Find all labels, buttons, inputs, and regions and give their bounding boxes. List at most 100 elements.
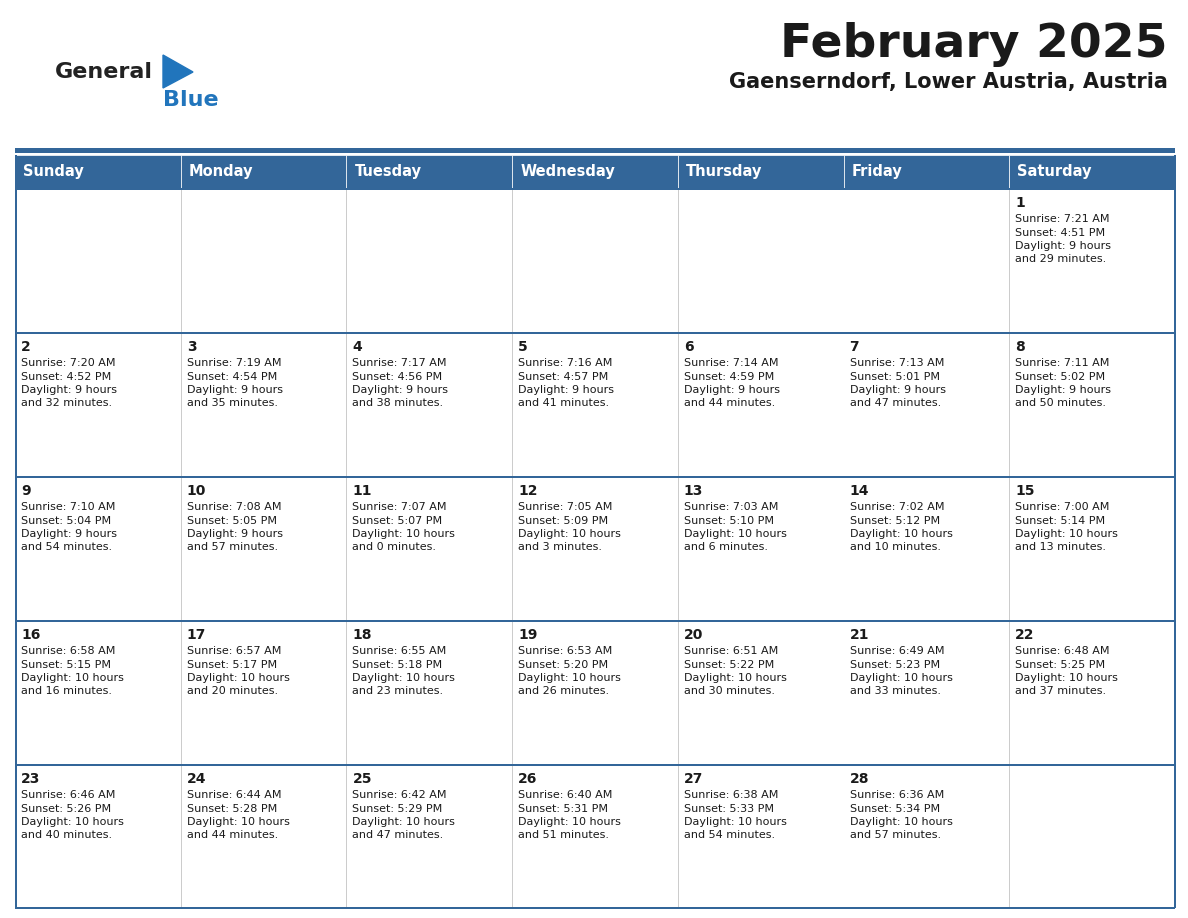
Text: and 51 minutes.: and 51 minutes. — [518, 831, 609, 841]
Text: Sunset: 4:59 PM: Sunset: 4:59 PM — [684, 372, 775, 382]
Text: and 35 minutes.: and 35 minutes. — [187, 398, 278, 409]
Bar — [678, 620, 843, 764]
Text: Sunrise: 7:11 AM: Sunrise: 7:11 AM — [1016, 358, 1110, 368]
Text: and 6 minutes.: and 6 minutes. — [684, 543, 767, 553]
Text: Daylight: 9 hours: Daylight: 9 hours — [187, 529, 283, 539]
Bar — [843, 155, 1010, 188]
Bar — [181, 620, 347, 764]
Text: 19: 19 — [518, 628, 537, 642]
Text: Sunset: 4:51 PM: Sunset: 4:51 PM — [1016, 228, 1105, 238]
Text: Monday: Monday — [189, 164, 253, 179]
Text: Friday: Friday — [852, 164, 903, 179]
Text: Sunrise: 7:16 AM: Sunrise: 7:16 AM — [518, 358, 613, 368]
Text: and 20 minutes.: and 20 minutes. — [187, 687, 278, 697]
Text: Sunset: 5:14 PM: Sunset: 5:14 PM — [1016, 516, 1105, 525]
Bar — [1174, 155, 1175, 908]
Text: Sunset: 5:15 PM: Sunset: 5:15 PM — [21, 659, 110, 669]
Text: and 40 minutes.: and 40 minutes. — [21, 831, 112, 841]
Text: Sunset: 5:09 PM: Sunset: 5:09 PM — [518, 516, 608, 525]
Text: Daylight: 10 hours: Daylight: 10 hours — [849, 529, 953, 539]
Text: Sunrise: 6:53 AM: Sunrise: 6:53 AM — [518, 646, 612, 656]
Text: Daylight: 10 hours: Daylight: 10 hours — [21, 673, 124, 683]
Bar — [1010, 764, 1175, 908]
Text: Sunrise: 7:05 AM: Sunrise: 7:05 AM — [518, 502, 613, 512]
Text: Daylight: 9 hours: Daylight: 9 hours — [684, 385, 779, 395]
Text: 18: 18 — [353, 628, 372, 642]
Text: Daylight: 10 hours: Daylight: 10 hours — [187, 817, 290, 827]
Text: Sunset: 5:33 PM: Sunset: 5:33 PM — [684, 803, 773, 813]
Text: Sunset: 4:57 PM: Sunset: 4:57 PM — [518, 372, 608, 382]
Text: 10: 10 — [187, 484, 206, 498]
Bar — [15, 155, 17, 908]
Text: Sunset: 5:26 PM: Sunset: 5:26 PM — [21, 803, 112, 813]
Text: Daylight: 9 hours: Daylight: 9 hours — [849, 385, 946, 395]
Text: Daylight: 10 hours: Daylight: 10 hours — [849, 673, 953, 683]
Bar — [512, 476, 678, 620]
Text: Daylight: 10 hours: Daylight: 10 hours — [1016, 529, 1118, 539]
Text: and 54 minutes.: and 54 minutes. — [684, 831, 775, 841]
Text: 8: 8 — [1016, 340, 1025, 354]
Bar — [15, 332, 181, 476]
Bar — [15, 332, 1175, 333]
Text: and 16 minutes.: and 16 minutes. — [21, 687, 112, 697]
Text: Sunrise: 6:55 AM: Sunrise: 6:55 AM — [353, 646, 447, 656]
Bar — [843, 764, 1010, 908]
Text: Sunrise: 7:14 AM: Sunrise: 7:14 AM — [684, 358, 778, 368]
Text: February 2025: February 2025 — [781, 22, 1168, 67]
Text: 25: 25 — [353, 772, 372, 786]
Text: 15: 15 — [1016, 484, 1035, 498]
Text: Daylight: 9 hours: Daylight: 9 hours — [21, 529, 116, 539]
Text: Sunrise: 7:21 AM: Sunrise: 7:21 AM — [1016, 214, 1110, 224]
Text: and 41 minutes.: and 41 minutes. — [518, 398, 609, 409]
Text: Sunrise: 7:10 AM: Sunrise: 7:10 AM — [21, 502, 115, 512]
Text: 12: 12 — [518, 484, 538, 498]
Text: Sunset: 5:29 PM: Sunset: 5:29 PM — [353, 803, 443, 813]
Text: Daylight: 10 hours: Daylight: 10 hours — [1016, 673, 1118, 683]
Text: Sunset: 5:17 PM: Sunset: 5:17 PM — [187, 659, 277, 669]
Text: and 0 minutes.: and 0 minutes. — [353, 543, 436, 553]
Text: 17: 17 — [187, 628, 206, 642]
Bar — [15, 148, 1175, 153]
Text: Sunrise: 7:17 AM: Sunrise: 7:17 AM — [353, 358, 447, 368]
Text: and 44 minutes.: and 44 minutes. — [187, 831, 278, 841]
Text: 28: 28 — [849, 772, 870, 786]
Bar — [512, 332, 678, 476]
Text: Sunrise: 6:44 AM: Sunrise: 6:44 AM — [187, 790, 282, 800]
Text: Daylight: 10 hours: Daylight: 10 hours — [187, 673, 290, 683]
Text: Sunrise: 6:48 AM: Sunrise: 6:48 AM — [1016, 646, 1110, 656]
Text: Wednesday: Wednesday — [520, 164, 615, 179]
Bar — [678, 764, 843, 908]
Bar — [1010, 476, 1175, 620]
Text: and 44 minutes.: and 44 minutes. — [684, 398, 775, 409]
Text: Sunrise: 6:57 AM: Sunrise: 6:57 AM — [187, 646, 282, 656]
Bar — [512, 620, 678, 764]
Text: Sunrise: 6:46 AM: Sunrise: 6:46 AM — [21, 790, 115, 800]
Bar — [512, 764, 678, 908]
Text: 26: 26 — [518, 772, 537, 786]
Text: Sunset: 5:25 PM: Sunset: 5:25 PM — [1016, 659, 1105, 669]
Bar — [15, 620, 181, 764]
Bar — [15, 188, 1175, 189]
Bar — [15, 620, 1175, 621]
Text: 23: 23 — [21, 772, 40, 786]
Bar — [1010, 188, 1175, 332]
Text: Daylight: 9 hours: Daylight: 9 hours — [1016, 385, 1111, 395]
Text: Sunset: 5:22 PM: Sunset: 5:22 PM — [684, 659, 775, 669]
Bar — [512, 188, 678, 332]
Bar — [15, 907, 1175, 909]
Text: Daylight: 10 hours: Daylight: 10 hours — [21, 817, 124, 827]
Text: Sunrise: 7:00 AM: Sunrise: 7:00 AM — [1016, 502, 1110, 512]
Text: 11: 11 — [353, 484, 372, 498]
Text: and 33 minutes.: and 33 minutes. — [849, 687, 941, 697]
Text: and 30 minutes.: and 30 minutes. — [684, 687, 775, 697]
Bar — [1010, 620, 1175, 764]
Text: Daylight: 10 hours: Daylight: 10 hours — [684, 529, 786, 539]
Text: 3: 3 — [187, 340, 196, 354]
Text: 27: 27 — [684, 772, 703, 786]
Text: Sunrise: 6:51 AM: Sunrise: 6:51 AM — [684, 646, 778, 656]
Text: Sunset: 5:20 PM: Sunset: 5:20 PM — [518, 659, 608, 669]
Text: Sunrise: 7:02 AM: Sunrise: 7:02 AM — [849, 502, 944, 512]
Text: Sunset: 4:52 PM: Sunset: 4:52 PM — [21, 372, 112, 382]
Text: and 50 minutes.: and 50 minutes. — [1016, 398, 1106, 409]
Text: Sunrise: 7:13 AM: Sunrise: 7:13 AM — [849, 358, 944, 368]
